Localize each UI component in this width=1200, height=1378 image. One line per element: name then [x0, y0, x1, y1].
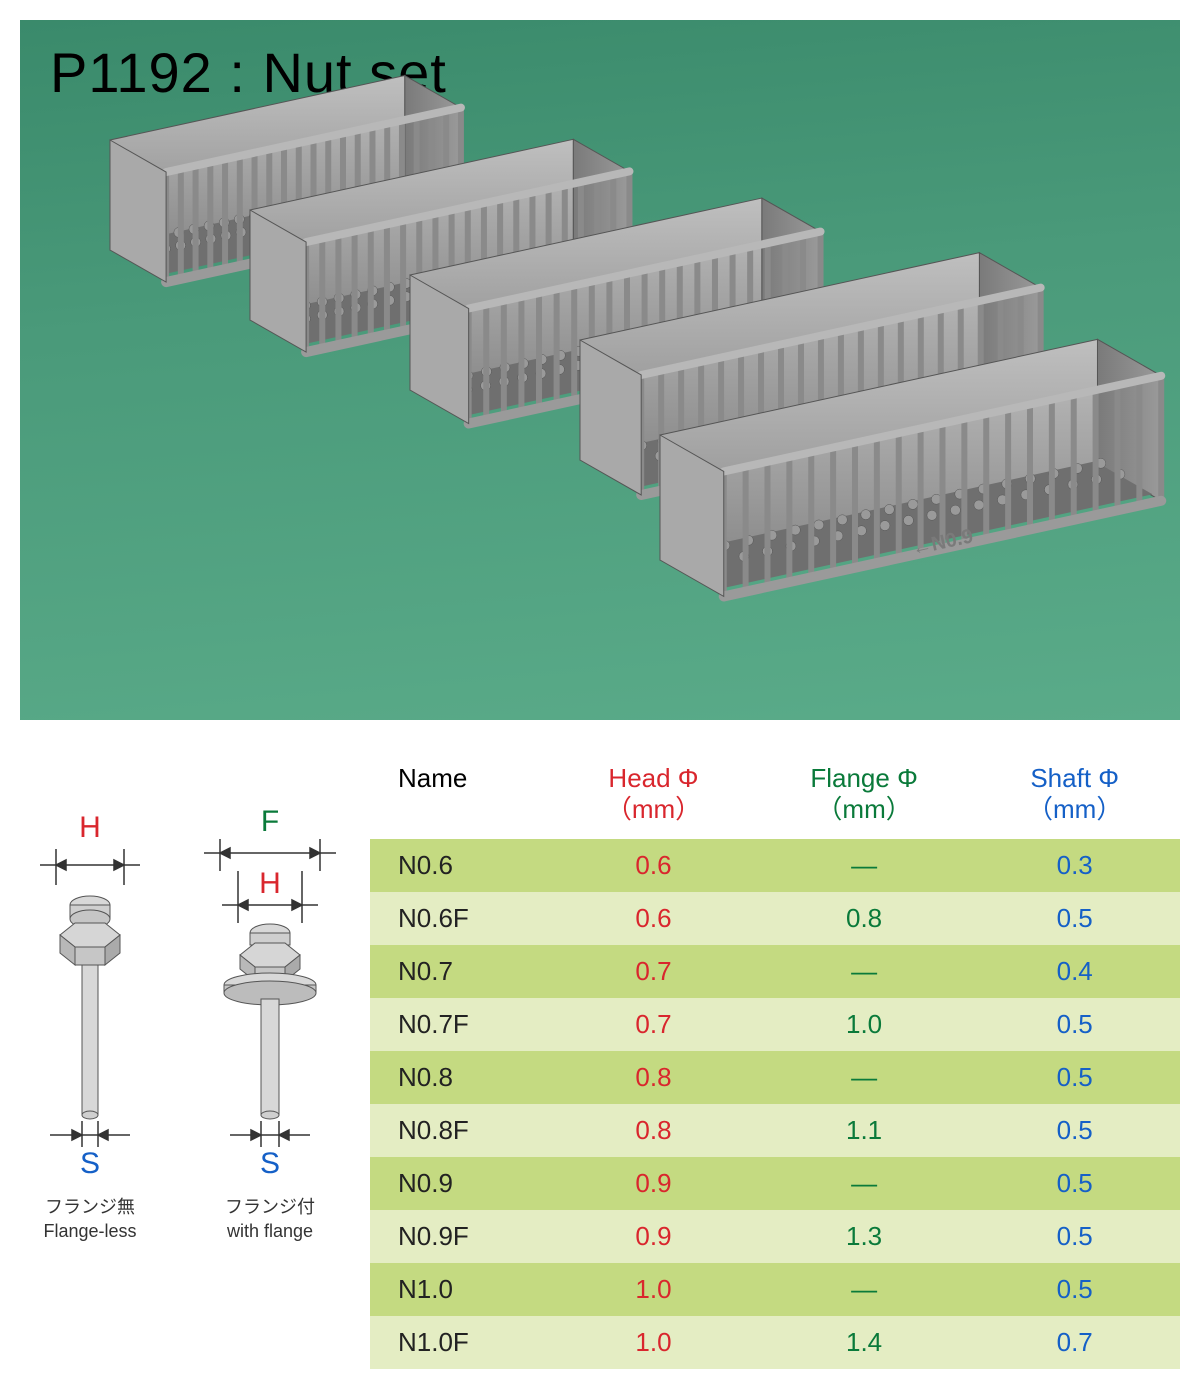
- cell: N0.8F: [370, 1104, 548, 1157]
- baskets-illustration: ←N0.6←N0.7←N0.8←N1.0←N0.9: [20, 20, 1180, 720]
- table-row: N0.80.8―0.5: [370, 1051, 1180, 1104]
- diagrams: H: [20, 755, 350, 1242]
- dim-S-label-2: S: [260, 1147, 280, 1180]
- diagram-withflange-svg: F H: [190, 805, 350, 1185]
- cell: ―: [759, 839, 970, 892]
- caption-withflange-jp: フランジ付: [225, 1193, 315, 1219]
- cell: ―: [759, 1157, 970, 1210]
- product-photo: P1192 : Nut set ←N0.6←N0.7←N0.8←N1.0←N0.…: [20, 20, 1180, 720]
- cell: 0.8: [759, 892, 970, 945]
- cell: 0.7: [969, 1316, 1180, 1369]
- cell: 0.6: [548, 892, 759, 945]
- cell: 1.4: [759, 1316, 970, 1369]
- cell: N0.7: [370, 945, 548, 998]
- table-row: N0.9F0.91.30.5: [370, 1210, 1180, 1263]
- table-row: N1.0F1.01.40.7: [370, 1316, 1180, 1369]
- cell: 0.8: [548, 1051, 759, 1104]
- cell: N1.0: [370, 1263, 548, 1316]
- cell: ―: [759, 1263, 970, 1316]
- dim-H-label: H: [79, 811, 101, 844]
- cell: 0.5: [969, 1157, 1180, 1210]
- cell: ―: [759, 1051, 970, 1104]
- cell: 1.0: [548, 1263, 759, 1316]
- cell: 0.3: [969, 839, 1180, 892]
- cell: 0.7: [548, 998, 759, 1051]
- table-row: N1.01.0―0.5: [370, 1263, 1180, 1316]
- cell: N1.0F: [370, 1316, 548, 1369]
- cell: 0.5: [969, 1051, 1180, 1104]
- col-head: Head Φ（mm）: [548, 755, 759, 839]
- cell: 1.0: [548, 1316, 759, 1369]
- table-row: N0.70.7―0.4: [370, 945, 1180, 998]
- diagram-flangeless-svg: H: [20, 805, 160, 1185]
- col-flange: Flange Φ（mm）: [759, 755, 970, 839]
- table-row: N0.8F0.81.10.5: [370, 1104, 1180, 1157]
- table-row: N0.7F0.71.00.5: [370, 998, 1180, 1051]
- cell: N0.9F: [370, 1210, 548, 1263]
- dim-H-label-2: H: [259, 867, 281, 900]
- caption-withflange-en: with flange: [227, 1221, 313, 1242]
- cell: N0.8: [370, 1051, 548, 1104]
- col-name: Name: [370, 755, 548, 839]
- cell: N0.6: [370, 839, 548, 892]
- lower-section: H: [20, 755, 1180, 1369]
- dim-S-label: S: [80, 1147, 100, 1180]
- col-shaft: Shaft Φ（mm）: [969, 755, 1180, 839]
- diagram-flangeless: H: [20, 805, 160, 1242]
- cell: 0.6: [548, 839, 759, 892]
- dim-F-label: F: [261, 805, 279, 838]
- cell: 0.8: [548, 1104, 759, 1157]
- table-header-row: Name Head Φ（mm） Flange Φ（mm） Shaft Φ（mm）: [370, 755, 1180, 839]
- cell: 0.4: [969, 945, 1180, 998]
- cell: 1.0: [759, 998, 970, 1051]
- table-row: N0.6F0.60.80.5: [370, 892, 1180, 945]
- cell: 1.3: [759, 1210, 970, 1263]
- spec-table: Name Head Φ（mm） Flange Φ（mm） Shaft Φ（mm）…: [370, 755, 1180, 1369]
- cell: N0.7F: [370, 998, 548, 1051]
- cell: 0.9: [548, 1210, 759, 1263]
- cell: 0.9: [548, 1157, 759, 1210]
- cell: 0.7: [548, 945, 759, 998]
- cell: 0.5: [969, 1263, 1180, 1316]
- diagram-withflange: F H: [190, 805, 350, 1242]
- cell: 0.5: [969, 1104, 1180, 1157]
- cell: 1.1: [759, 1104, 970, 1157]
- cell: ―: [759, 945, 970, 998]
- table-row: N0.90.9―0.5: [370, 1157, 1180, 1210]
- caption-flangeless-en: Flange-less: [43, 1221, 136, 1242]
- cell: 0.5: [969, 1210, 1180, 1263]
- cell: 0.5: [969, 892, 1180, 945]
- cell: 0.5: [969, 998, 1180, 1051]
- table-row: N0.60.6―0.3: [370, 839, 1180, 892]
- caption-flangeless-jp: フランジ無: [45, 1193, 135, 1219]
- cell: N0.9: [370, 1157, 548, 1210]
- cell: N0.6F: [370, 892, 548, 945]
